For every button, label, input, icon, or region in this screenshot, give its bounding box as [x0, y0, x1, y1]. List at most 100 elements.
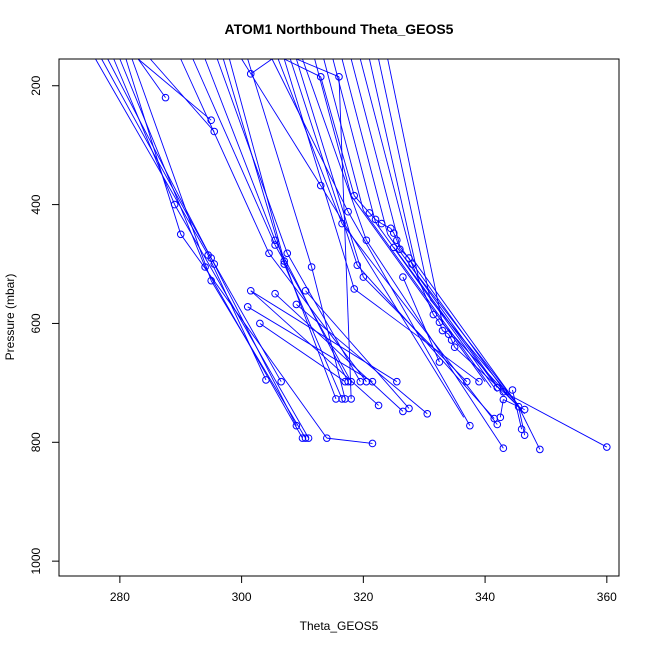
data-point-marker: [450, 343, 459, 352]
data-point-marker: [475, 377, 483, 386]
data-point-marker: [176, 230, 185, 239]
data-point-marker: [347, 377, 355, 386]
profile-segment: [137, 58, 212, 121]
profile-segment: [277, 58, 343, 224]
data-point-marker: [277, 377, 285, 386]
data-point-marker: [298, 434, 307, 442]
data-point-marker: [374, 401, 383, 410]
data-point-marker: [368, 439, 377, 448]
data-point-marker: [301, 434, 310, 442]
profile-segment: [250, 58, 273, 75]
x-axis-label: Theta_GEOS5: [300, 619, 379, 633]
data-point-marker: [262, 376, 270, 384]
profile-segment: [210, 280, 306, 439]
data-point-marker: [316, 73, 325, 81]
data-point-marker: [389, 243, 398, 252]
profile-segment: [283, 263, 343, 400]
data-point-marker: [344, 207, 352, 216]
profile-segment: [432, 314, 440, 323]
data-point-marker: [265, 249, 273, 258]
profile-segment: [192, 58, 276, 246]
profile-segment: [250, 290, 379, 406]
data-point-marker: [316, 181, 325, 190]
profile-segment: [207, 254, 267, 381]
data-point-marker: [393, 236, 401, 245]
y-axis-label: Pressure (mbar): [3, 274, 17, 361]
data-point-marker: [170, 200, 179, 209]
profile-segment: [503, 391, 608, 448]
data-point-marker: [499, 444, 508, 453]
data-point-marker: [517, 425, 526, 434]
data-point-marker: [435, 318, 444, 327]
data-point-marker: [341, 377, 349, 386]
profile-segment: [429, 299, 522, 410]
data-point-marker: [207, 276, 215, 285]
profile-segment: [326, 437, 373, 444]
data-point-marker: [493, 420, 502, 429]
data-point-marker: [353, 261, 362, 270]
data-point-marker: [423, 409, 432, 418]
profile-segment: [451, 339, 456, 348]
data-point-marker: [362, 377, 371, 386]
y-tick-label: 1000: [29, 547, 43, 574]
chart-title: ATOM1 Northbound Theta_GEOS5: [225, 21, 454, 37]
profile-segment: [95, 58, 209, 256]
data-point-marker: [447, 336, 456, 344]
data-point-marker: [341, 395, 349, 403]
data-point-marker: [246, 70, 255, 78]
data-point-marker: [499, 387, 508, 396]
data-point-marker: [350, 285, 359, 293]
profile-segment: [350, 195, 486, 382]
x-tick-label: 340: [475, 590, 495, 604]
profile-segment: [368, 58, 419, 277]
data-point-marker: [377, 219, 386, 228]
profile-segment: [250, 290, 398, 383]
profile-segment: [107, 58, 215, 265]
profile-segment: [363, 276, 468, 382]
profile-segment: [137, 58, 166, 98]
profile-segment: [302, 58, 367, 241]
data-point-marker: [292, 300, 301, 309]
y-tick-label: 400: [29, 194, 43, 214]
data-point-marker: [493, 383, 502, 392]
profile-segment: [378, 58, 431, 300]
data-point-marker: [246, 286, 255, 295]
data-point-marker: [307, 263, 316, 271]
profile-segment: [411, 263, 434, 315]
profile-segment: [393, 232, 398, 241]
data-point-marker: [466, 421, 474, 430]
axes-layer: 280 300 320 340 360 200 400 600 800 1000: [29, 75, 617, 604]
profile-segment: [131, 58, 212, 281]
plot-data-layer: [95, 58, 611, 454]
profile-segment: [247, 58, 313, 268]
y-tick-label: 800: [29, 432, 43, 452]
data-point-marker: [338, 219, 346, 228]
data-point-marker: [292, 421, 301, 430]
x-tick-label: 360: [597, 590, 617, 604]
data-point-marker: [304, 434, 313, 442]
data-point-marker: [435, 358, 444, 366]
data-point-marker: [283, 249, 292, 258]
profile-segment: [286, 253, 361, 382]
data-point-marker: [536, 445, 544, 454]
data-point-marker: [256, 319, 264, 328]
profile-segment: [341, 223, 498, 425]
profile-segment: [390, 228, 395, 234]
profile-segment: [362, 210, 492, 388]
profile-segment: [503, 399, 525, 411]
profile-segment: [341, 58, 389, 235]
profile-segment: [210, 257, 282, 382]
data-point-marker: [280, 260, 289, 268]
y-tick-label: 600: [29, 313, 43, 333]
profile-segment: [381, 223, 391, 229]
data-point-marker: [368, 377, 377, 386]
profile-segment: [411, 257, 516, 403]
profile-segment: [295, 58, 364, 278]
data-point-marker: [161, 93, 170, 102]
profile-segment: [204, 58, 276, 241]
profile-segment: [359, 58, 413, 259]
data-point-marker: [359, 273, 368, 281]
data-point-marker: [201, 263, 209, 271]
data-point-marker: [520, 431, 529, 439]
